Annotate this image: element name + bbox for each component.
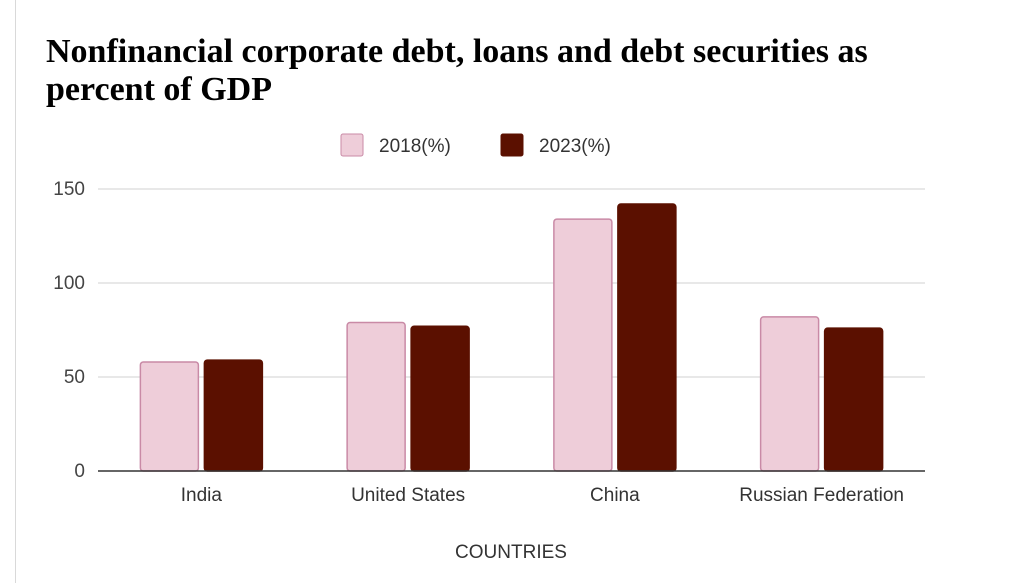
legend-label-1: 2018(%) bbox=[379, 136, 451, 157]
chart-title: Nonfinancial corporate debt, loans and d… bbox=[46, 33, 868, 108]
bar-series1-india bbox=[139, 361, 200, 472]
bar-series2-russian-federation bbox=[823, 327, 884, 472]
bar-series2-india bbox=[203, 359, 264, 472]
legend-swatch-1 bbox=[340, 133, 364, 157]
y-tick-label-100: 100 bbox=[53, 273, 85, 294]
left-border-line bbox=[15, 0, 16, 583]
x-tick-label-china: China bbox=[590, 485, 640, 506]
x-tick-label-united-states: United States bbox=[351, 485, 465, 506]
bar-series1-united-states bbox=[346, 321, 406, 472]
bar-series2-china bbox=[617, 203, 677, 472]
x-tick-label-russian-federation: Russian Federation bbox=[739, 485, 904, 506]
y-tick-label-50: 50 bbox=[64, 367, 85, 388]
bar-series2-united-states bbox=[410, 325, 470, 472]
bar-series1-china bbox=[553, 218, 613, 472]
y-tick-label-0: 0 bbox=[74, 461, 85, 482]
bar-series1-russian-federation bbox=[759, 316, 820, 472]
x-tick-label-india: India bbox=[181, 485, 223, 506]
legend-swatch-2 bbox=[500, 133, 524, 157]
x-axis-title: COUNTRIES bbox=[455, 542, 567, 563]
y-tick-label-150: 150 bbox=[53, 179, 85, 200]
legend-label-2: 2023(%) bbox=[539, 136, 611, 157]
